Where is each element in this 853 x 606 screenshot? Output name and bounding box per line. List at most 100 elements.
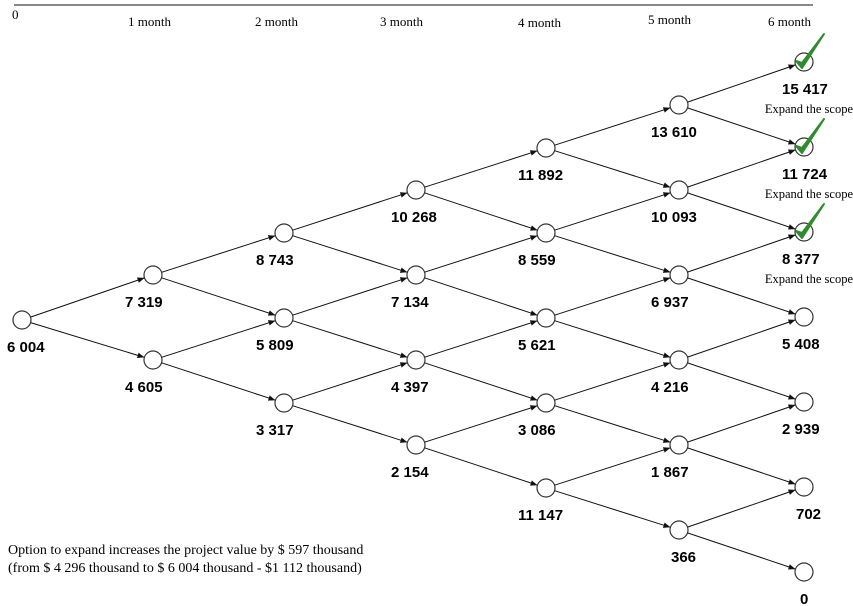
edge-1-1-up xyxy=(161,320,276,358)
node-value-0-0: 6 004 xyxy=(7,339,45,356)
node-value-6-0: 15 417 xyxy=(782,81,828,98)
node-value-5-1: 10 093 xyxy=(651,209,697,226)
tree-node-5-5 xyxy=(669,520,689,540)
edge-0-0-up xyxy=(30,277,145,318)
tree-nodes xyxy=(12,52,814,582)
node-value-3-3: 2 154 xyxy=(391,464,429,481)
node-value-4-4: 11 147 xyxy=(518,507,563,524)
edge-2-1-down xyxy=(292,320,408,358)
tree-node-6-3 xyxy=(794,307,814,327)
edge-5-0-up xyxy=(687,64,796,103)
tree-node-5-1 xyxy=(669,180,689,200)
tree-node-4-2 xyxy=(536,308,556,328)
edge-4-2-down xyxy=(554,320,671,358)
tree-node-3-1 xyxy=(406,265,426,285)
node-value-6-5: 702 xyxy=(796,506,821,523)
edge-5-5-down xyxy=(687,532,796,570)
edge-4-1-up xyxy=(554,192,671,231)
edge-5-4-down xyxy=(687,447,796,485)
edge-5-4-up xyxy=(687,404,796,443)
node-value-3-0: 10 268 xyxy=(391,209,437,226)
edge-1-0-up xyxy=(161,235,276,273)
node-value-6-4: 2 939 xyxy=(782,421,820,438)
node-value-6-3: 5 408 xyxy=(782,336,820,353)
edge-5-3-up xyxy=(687,319,796,358)
node-value-5-2: 6 937 xyxy=(651,294,689,311)
edge-3-2-up xyxy=(424,320,538,358)
edge-4-0-up xyxy=(554,107,671,146)
edge-5-1-down xyxy=(687,192,796,230)
tree-node-4-0 xyxy=(536,138,556,158)
tree-node-1-0 xyxy=(143,265,163,285)
node-value-2-1: 5 809 xyxy=(256,337,294,354)
edge-3-1-down xyxy=(424,277,538,316)
tree-node-5-4 xyxy=(669,435,689,455)
tree-node-6-6 xyxy=(794,562,814,582)
node-value-3-2: 4 397 xyxy=(391,379,429,396)
edge-5-3-down xyxy=(687,362,796,400)
tree-node-4-3 xyxy=(536,393,556,413)
time-label-3: 3 month xyxy=(380,14,423,29)
expand-decisions: Expand the scope Expand the scope Expand t… xyxy=(765,33,853,286)
node-value-6-1: 11 724 xyxy=(782,166,828,183)
node-value-3-1: 7 134 xyxy=(391,294,429,311)
edge-5-1-up xyxy=(687,149,796,188)
edge-3-0-down xyxy=(424,192,538,231)
tree-edges xyxy=(30,64,796,570)
tree-node-0-0 xyxy=(12,310,32,330)
time-label-6: 6 month xyxy=(768,14,811,29)
time-label-5: 5 month xyxy=(648,12,691,27)
time-label-1: 1 month xyxy=(128,14,171,29)
time-label-2: 2 month xyxy=(255,14,298,29)
edge-3-2-down xyxy=(424,362,538,401)
node-value-5-0: 13 610 xyxy=(651,124,697,141)
edge-3-3-up xyxy=(424,405,538,443)
tree-node-5-2 xyxy=(669,265,689,285)
node-value-4-0: 11 892 xyxy=(518,167,563,184)
edge-4-0-down xyxy=(554,150,671,188)
tree-node-3-2 xyxy=(406,350,426,370)
edge-4-1-down xyxy=(554,235,671,273)
tree-value-labels: 6 004 7 319 4 605 8 743 5 809 3 317 10 268 7 13… xyxy=(7,81,828,606)
edge-2-0-down xyxy=(292,235,408,273)
edge-1-1-down xyxy=(161,362,276,401)
node-value-2-2: 3 317 xyxy=(256,422,294,439)
edge-5-2-up xyxy=(687,234,796,273)
node-value-4-1: 8 559 xyxy=(518,252,556,269)
tree-node-5-3 xyxy=(669,350,689,370)
edge-2-1-up xyxy=(292,277,408,316)
node-value-2-0: 8 743 xyxy=(256,252,294,269)
checkmark-icon xyxy=(795,33,825,69)
edge-4-3-up xyxy=(554,362,671,401)
node-value-6-6: 0 xyxy=(800,591,808,606)
expand-scope-label: Expand the scope xyxy=(765,102,853,116)
tree-node-2-0 xyxy=(274,223,294,243)
edge-5-0-down xyxy=(687,107,796,145)
edge-3-0-up xyxy=(424,150,538,188)
node-value-5-4: 1 867 xyxy=(651,464,689,481)
edge-4-3-down xyxy=(554,405,671,443)
time-label-4: 4 month xyxy=(518,15,561,30)
edge-4-4-down xyxy=(554,490,671,528)
node-value-4-2: 5 621 xyxy=(518,337,556,354)
checkmark-icon xyxy=(795,118,825,154)
edge-3-3-down xyxy=(424,447,538,486)
note-line-2: (from $ 4 296 thousand to $ 6 004 thousa… xyxy=(8,561,362,576)
tree-node-2-2 xyxy=(274,393,294,413)
edge-5-2-down xyxy=(687,277,796,315)
edge-3-1-up xyxy=(424,235,538,273)
timeline-labels: 0 1 month 2 month 3 month 4 month 5 mont… xyxy=(12,7,811,30)
tree-node-5-0 xyxy=(669,95,689,115)
expand-scope-label: Expand the scope xyxy=(765,187,853,201)
edge-4-2-up xyxy=(554,277,671,316)
tree-node-6-4 xyxy=(794,392,814,412)
tree-node-3-3 xyxy=(406,435,426,455)
tree-node-4-4 xyxy=(536,478,556,498)
tree-node-1-1 xyxy=(143,350,163,370)
node-value-5-5: 366 xyxy=(671,549,696,566)
edge-1-0-down xyxy=(161,277,276,316)
time-label-0: 0 xyxy=(12,7,19,22)
tree-node-2-1 xyxy=(274,308,294,328)
node-value-1-0: 7 319 xyxy=(125,294,163,311)
